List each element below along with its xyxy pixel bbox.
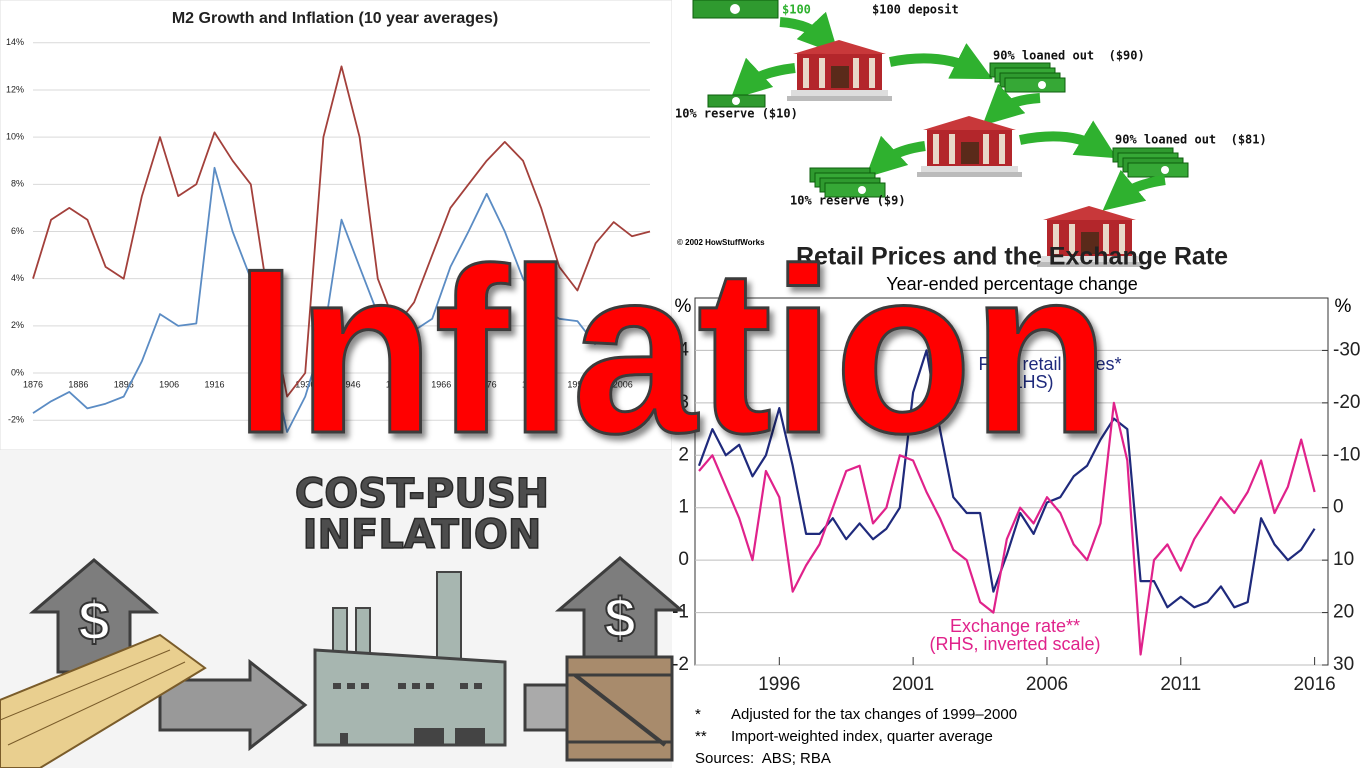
reserve-label: 10% reserve ($9) (790, 194, 906, 208)
footnote-mark: ** (695, 728, 707, 745)
cost-push-title: COST-PUSH (295, 471, 549, 517)
y2-tick-label: -10 (1333, 444, 1360, 465)
cost-push-illustration: COST-PUSH INFLATION $ $ (0, 470, 686, 768)
cost-push-title: INFLATION (303, 512, 542, 558)
rba-panel (672, 245, 1366, 768)
series-label: Final retail prices* (978, 354, 1121, 374)
reserve-label: 10% reserve ($10) (675, 107, 798, 121)
series-line (32, 65, 651, 398)
y-tick-label: 14% (6, 37, 24, 47)
x-tick-label: 1876 (23, 379, 43, 389)
y-tick-label: 6% (11, 226, 24, 236)
x-tick-label: 2001 (892, 674, 934, 695)
y-tick-label: 2% (11, 320, 24, 330)
x-tick-label: 1996 (567, 379, 587, 389)
x-tick-label: 2011 (1160, 674, 1201, 695)
series-line (32, 166, 597, 433)
y-tick-label: -2% (8, 415, 24, 425)
svg-text:$: $ (604, 586, 635, 649)
m2-panel (0, 0, 673, 451)
y2-tick-label: 0 (1333, 497, 1344, 518)
series-line (698, 401, 1316, 656)
footnote-text: Import-weighted index, quarter average (731, 728, 993, 745)
x-tick-label: 1926 (250, 379, 270, 389)
y-tick-label: 0% (11, 367, 24, 377)
money-diagram: $100 $100 deposit 90% loaned out ($90) 1… (675, 0, 1267, 267)
series-note: (RHS, inverted scale) (929, 634, 1100, 654)
credit: © 2002 HowStuffWorks (677, 238, 765, 247)
footnote-text: Adjusted for the tax changes of 1999–200… (731, 706, 1017, 723)
x-tick-label: 1906 (159, 379, 179, 389)
chart-title: M2 Growth and Inflation (10 year average… (172, 10, 498, 27)
svg-text:$: $ (78, 589, 109, 652)
y2-tick-label: -20 (1333, 392, 1360, 413)
headline: Inflation (235, 219, 1110, 482)
y-tick-label: 0 (678, 549, 689, 570)
y-axis-label: % (675, 296, 692, 317)
series-line (697, 349, 1316, 609)
footnote-mark: * (695, 706, 701, 723)
y2-tick-label: 30 (1333, 654, 1354, 675)
source: Sources: ABS; RBA (695, 750, 831, 767)
x-tick-label: 1886 (68, 379, 88, 389)
x-tick-label: 1976 (477, 379, 497, 389)
chart-subtitle: Year-ended percentage change (886, 274, 1138, 294)
x-tick-label: 1986 (522, 379, 542, 389)
loan-label: 90% loaned out ($90) (993, 49, 1145, 63)
x-tick-label: 1966 (431, 379, 451, 389)
x-tick-label: 1946 (341, 379, 361, 389)
series-note: (LHS) (1006, 372, 1053, 392)
bill-label: $100 (782, 3, 811, 17)
money-panel (672, 0, 1366, 245)
x-tick-label: 2006 (613, 379, 633, 389)
y-tick-label: 8% (11, 179, 24, 189)
x-tick-label: 1956 (386, 379, 406, 389)
y-tick-label: 10% (6, 132, 24, 142)
y2-axis-label: % (1335, 296, 1352, 317)
y-tick-label: 2 (678, 444, 689, 465)
y-tick-label: 4% (11, 273, 24, 283)
chart-title: Retail Prices and the Exchange Rate (796, 243, 1228, 271)
y-tick-label: 1 (678, 497, 689, 518)
y-tick-label: -1 (672, 602, 689, 623)
y-tick-label: 4 (678, 339, 689, 360)
x-tick-label: 2016 (1293, 674, 1335, 695)
y-tick-label: -2 (672, 654, 689, 675)
y2-tick-label: 10 (1333, 549, 1354, 570)
y-tick-label: 3 (678, 392, 689, 413)
y-tick-label: 12% (6, 84, 24, 94)
x-tick-label: 1896 (114, 379, 134, 389)
x-tick-label: 2006 (1026, 674, 1068, 695)
charts: M2 Growth and Inflation (10 year average… (6, 10, 1360, 767)
loan-label: 90% loaned out ($81) (1115, 133, 1267, 147)
x-tick-label: 1996 (758, 674, 800, 695)
y2-tick-label: 20 (1333, 602, 1354, 623)
deposit-label: $100 deposit (872, 3, 959, 17)
x-tick-label: 1936 (295, 379, 315, 389)
series-label: Exchange rate** (950, 616, 1080, 636)
y2-tick-label: -30 (1333, 339, 1360, 360)
x-tick-label: 1916 (204, 379, 224, 389)
